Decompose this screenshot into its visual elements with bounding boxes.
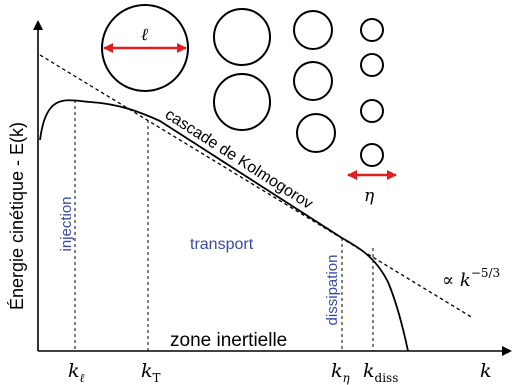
- eddy-group: [101, 4, 384, 167]
- tick-k-T-base: k: [141, 360, 153, 382]
- tiny-eddy-4: [360, 143, 384, 167]
- dissipation-label: dissipation: [324, 255, 341, 326]
- tick-k-diss-base: k: [363, 360, 375, 382]
- tick-k-T: kT: [141, 360, 161, 385]
- medium-eddy-1: [213, 8, 271, 66]
- tick-k-ell: kℓ: [68, 360, 85, 385]
- tick-k-ell-base: k: [68, 360, 80, 382]
- tick-k-eta: kη: [331, 360, 351, 385]
- cascade-label: cascade de Kolmogorov: [162, 106, 316, 213]
- y-axis-label: Énergie cinétique - E(k): [7, 122, 27, 310]
- tick-k-eta-base: k: [331, 360, 343, 382]
- tick-k-eta-sub: η: [343, 371, 351, 385]
- inertial-zone-label: zone inertielle: [170, 330, 287, 351]
- transport-label: transport: [190, 236, 254, 253]
- power-law-base: k: [460, 270, 471, 291]
- energy-spectrum-curve: [39, 99, 409, 352]
- small-eddy-3: [296, 113, 336, 153]
- small-eddy-2: [293, 61, 333, 101]
- tick-k-diss-sub: diss: [375, 371, 399, 385]
- tiny-eddy-2: [360, 53, 384, 77]
- power-law-exponent: −5/3: [471, 266, 500, 280]
- x-axis-label: k: [480, 360, 492, 382]
- small-eddy-size-label: η: [364, 186, 375, 206]
- power-law-prefix: ∝: [442, 270, 460, 291]
- large-eddy: [101, 4, 189, 92]
- tiny-eddy-1: [360, 18, 384, 42]
- tiny-eddy-3: [360, 99, 384, 123]
- tick-k-T-sub: T: [153, 371, 161, 385]
- small-eddy-1: [293, 10, 333, 50]
- injection-label: injection: [58, 196, 75, 251]
- tick-k-ell-sub: ℓ: [80, 371, 85, 385]
- medium-eddy-2: [213, 73, 271, 131]
- tick-k-diss: kdiss: [363, 360, 398, 385]
- power-law-label: ∝ k−5/3: [442, 266, 500, 291]
- large-eddy-size-label: ℓ: [141, 25, 148, 45]
- power-law-asymptote: [39, 54, 474, 319]
